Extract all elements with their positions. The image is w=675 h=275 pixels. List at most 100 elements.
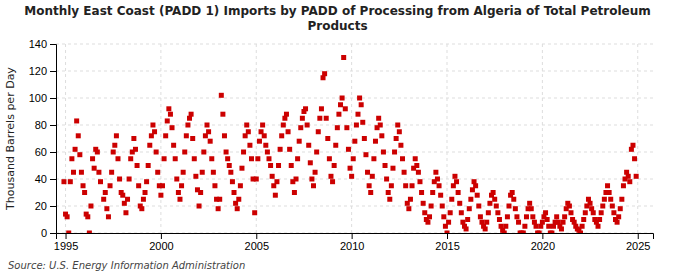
point xyxy=(227,163,232,168)
point xyxy=(82,190,87,195)
point xyxy=(319,106,324,111)
point xyxy=(381,150,386,155)
grid-line-y xyxy=(56,71,653,72)
point xyxy=(522,224,527,229)
point xyxy=(206,129,211,134)
point xyxy=(216,206,221,211)
point xyxy=(279,133,284,138)
plot: 1995200020052010201520202025020406080100… xyxy=(29,38,654,252)
point xyxy=(244,123,249,128)
point xyxy=(114,133,119,138)
point xyxy=(136,183,141,188)
point xyxy=(92,166,97,171)
point xyxy=(354,123,359,128)
grid-line-x xyxy=(65,44,66,233)
point xyxy=(232,190,237,195)
point xyxy=(152,129,157,134)
point xyxy=(452,174,457,179)
point xyxy=(135,163,140,168)
point xyxy=(173,156,178,161)
point xyxy=(596,224,601,229)
point xyxy=(403,183,408,188)
point xyxy=(224,150,229,155)
point xyxy=(230,179,235,184)
tick: 40 xyxy=(35,173,56,185)
tick: 140 xyxy=(29,38,56,50)
point xyxy=(177,197,182,202)
point xyxy=(155,170,160,175)
point xyxy=(165,118,170,123)
point xyxy=(143,190,148,195)
point xyxy=(599,210,604,215)
point xyxy=(101,197,106,202)
point xyxy=(406,206,411,211)
point xyxy=(559,226,564,231)
point xyxy=(311,183,316,188)
tick-mark xyxy=(50,71,56,72)
point xyxy=(567,204,572,209)
point xyxy=(205,123,210,128)
point xyxy=(236,197,241,202)
point xyxy=(440,204,445,209)
point xyxy=(437,183,442,188)
point xyxy=(583,210,588,215)
point xyxy=(445,231,450,234)
grid xyxy=(56,44,653,233)
point xyxy=(68,179,73,184)
point xyxy=(154,150,159,155)
point xyxy=(109,170,114,175)
tick: 120 xyxy=(29,65,56,77)
point xyxy=(211,170,216,175)
tick-mark xyxy=(50,98,56,99)
grid-line-x xyxy=(447,44,448,233)
point xyxy=(305,123,310,128)
tick-mark xyxy=(50,179,56,180)
point xyxy=(524,214,529,219)
tick-mark xyxy=(50,206,56,207)
point xyxy=(491,190,496,195)
tick: 2010 xyxy=(340,233,364,252)
point xyxy=(616,214,621,219)
points xyxy=(61,55,638,233)
point xyxy=(158,193,163,198)
point xyxy=(562,214,567,219)
point xyxy=(602,197,607,202)
point xyxy=(141,197,146,202)
point xyxy=(66,231,71,234)
point xyxy=(416,170,421,175)
point xyxy=(125,197,130,202)
point xyxy=(249,156,254,161)
point xyxy=(394,136,399,141)
point xyxy=(76,133,81,138)
point xyxy=(306,143,311,148)
point xyxy=(268,163,273,168)
point xyxy=(608,197,613,202)
tick-label: 2005 xyxy=(245,240,269,252)
point xyxy=(475,193,480,198)
point xyxy=(618,206,623,211)
point xyxy=(103,190,108,195)
point xyxy=(344,125,349,130)
point xyxy=(483,226,488,231)
point xyxy=(417,179,422,184)
point xyxy=(252,210,257,215)
point xyxy=(189,112,194,117)
tick-label: 40 xyxy=(35,173,47,185)
tick: 100 xyxy=(29,92,56,104)
y-axis-label: Thousand Barrels per Day xyxy=(4,67,17,211)
point xyxy=(262,133,267,138)
point xyxy=(87,231,92,234)
point xyxy=(255,156,260,161)
grid-line-x xyxy=(256,44,257,233)
point xyxy=(360,120,365,125)
tick: 2020 xyxy=(531,233,555,252)
point xyxy=(438,193,443,198)
tick-mark xyxy=(638,233,639,239)
point xyxy=(478,214,483,219)
point xyxy=(546,224,551,229)
point xyxy=(115,156,120,161)
point xyxy=(192,156,197,161)
point xyxy=(190,136,195,141)
point xyxy=(98,179,103,184)
tick-label: 2015 xyxy=(435,240,459,252)
